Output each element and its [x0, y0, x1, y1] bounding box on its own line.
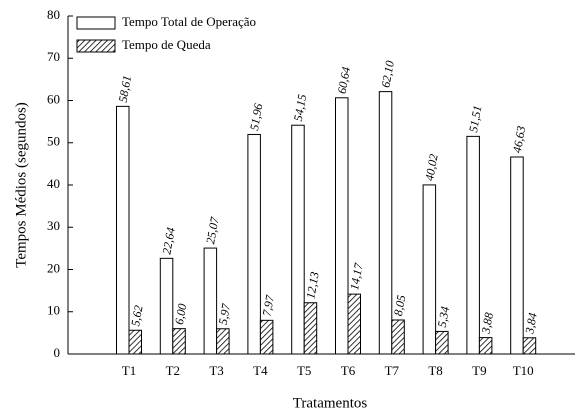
- value-label: 5,34: [435, 305, 452, 328]
- y-tick-label: 0: [54, 345, 61, 360]
- bar: [522, 337, 537, 355]
- legend-label: Tempo Total de Operação: [122, 14, 256, 29]
- value-label: 51,96: [247, 102, 265, 131]
- bar: [347, 293, 361, 355]
- x-tick-label: T4: [253, 363, 268, 378]
- bar: [435, 330, 449, 355]
- y-tick-label: 40: [47, 176, 60, 191]
- x-tick-label: T8: [428, 363, 442, 378]
- value-label: 12,13: [303, 271, 321, 300]
- value-label: 54,15: [291, 93, 309, 122]
- bar: [335, 97, 349, 355]
- x-tick-label: T2: [166, 363, 180, 378]
- bar: [478, 337, 493, 355]
- y-axis-label: Tempos Médios (segundos): [13, 102, 29, 268]
- bar: [116, 105, 130, 355]
- value-label: 22,64: [159, 226, 177, 255]
- bar: [172, 328, 186, 355]
- y-tick-label: 30: [47, 218, 60, 233]
- value-label: 40,02: [422, 153, 440, 182]
- value-label: 62,10: [378, 60, 396, 89]
- y-tick-label: 20: [47, 260, 60, 275]
- x-axis-label: Tratamentos: [293, 395, 368, 411]
- x-tick-label: T7: [385, 363, 400, 378]
- bar: [128, 329, 142, 355]
- bar: [159, 257, 174, 355]
- bar: [422, 184, 437, 355]
- legend-label: Tempo de Queda: [122, 37, 211, 52]
- bar: [303, 302, 318, 355]
- x-tick-label: T10: [513, 363, 534, 378]
- bar: [291, 124, 305, 355]
- value-label: 46,63: [510, 125, 528, 154]
- legend-swatch: [76, 39, 116, 53]
- x-tick-label: T3: [209, 363, 223, 378]
- y-tick-label: 60: [47, 91, 60, 106]
- value-label: 25,07: [203, 215, 222, 245]
- y-tick-label: 10: [47, 303, 60, 318]
- value-label: 58,61: [116, 74, 134, 103]
- y-tick-label: 70: [47, 49, 60, 64]
- value-label: 3,88: [478, 311, 496, 335]
- x-tick-label: T9: [472, 363, 486, 378]
- value-label: 6,00: [172, 303, 189, 326]
- y-tick-label: 80: [47, 7, 60, 22]
- value-label: 3,84: [522, 312, 540, 336]
- bar: [391, 319, 405, 355]
- value-label: 8,05: [391, 294, 408, 317]
- y-tick-label: 50: [47, 134, 60, 149]
- value-label: 7,97: [260, 293, 278, 317]
- bar: [203, 247, 218, 355]
- value-label: 14,17: [347, 261, 366, 291]
- x-tick-label: T6: [341, 363, 356, 378]
- bar: [510, 156, 524, 355]
- bar: [247, 133, 261, 355]
- value-label: 51,51: [466, 104, 484, 133]
- bar: [259, 319, 274, 355]
- value-label: 60,64: [335, 66, 353, 95]
- bar: [216, 328, 230, 355]
- bar: [466, 135, 480, 355]
- x-tick-label: T5: [297, 363, 311, 378]
- x-tick-label: T1: [122, 363, 136, 378]
- legend-swatch: [76, 16, 116, 30]
- value-label: 5,62: [128, 304, 145, 327]
- value-label: 5,97: [216, 302, 234, 326]
- bar: [378, 91, 393, 355]
